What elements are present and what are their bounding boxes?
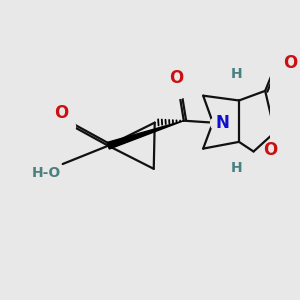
Text: O: O <box>263 141 278 159</box>
Polygon shape <box>107 121 184 149</box>
Text: O: O <box>169 69 184 87</box>
Text: H-O: H-O <box>32 166 61 180</box>
Text: H: H <box>230 161 242 175</box>
Text: O: O <box>284 54 298 72</box>
Text: O: O <box>54 104 68 122</box>
Text: H: H <box>230 67 242 81</box>
Text: N: N <box>216 114 230 132</box>
